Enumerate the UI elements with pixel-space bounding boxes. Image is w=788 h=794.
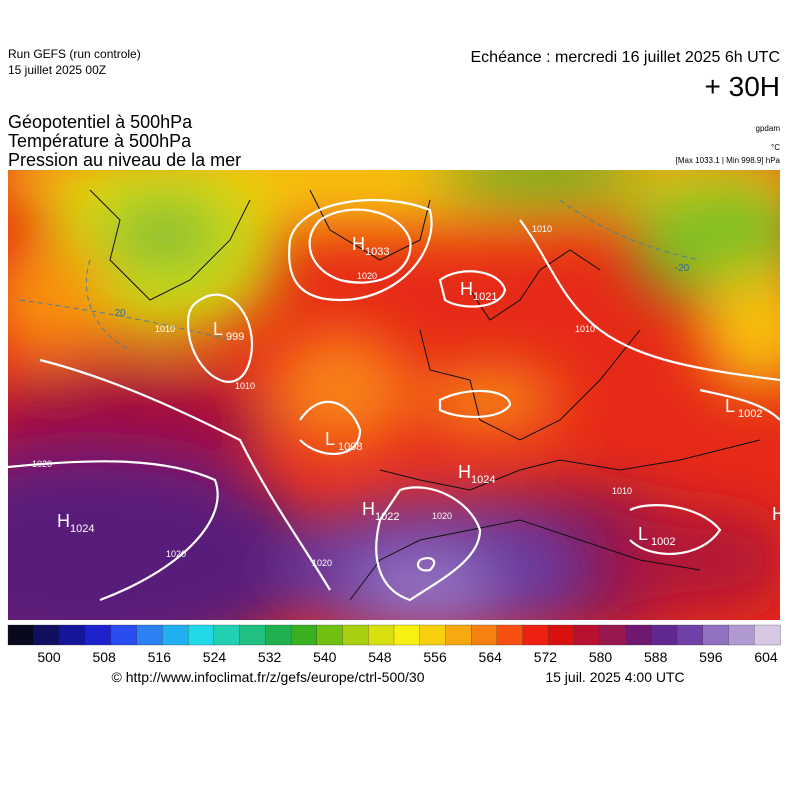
contour-label: 1010 (532, 224, 552, 234)
title-line: Pression au niveau de la mer (8, 150, 241, 170)
colorbar-swatch (548, 624, 575, 646)
colorbar-swatch (496, 624, 524, 646)
center-letter: L (638, 524, 648, 544)
colorbar-tick-label: 508 (92, 649, 116, 665)
center-value: 1002 (738, 408, 762, 420)
colorbar-swatch (599, 624, 627, 646)
center-letter: L (725, 396, 735, 416)
contour-label: 1020 (32, 459, 52, 469)
center-letter: H (458, 462, 471, 482)
unit-label: gpdam (756, 124, 781, 133)
max-min: [Max 1033.1 | Min 998.9] hPa (676, 156, 781, 165)
generated-time: 15 juil. 2025 4:00 UTC (545, 669, 684, 685)
center-value: 1008 (338, 441, 362, 453)
colorbar-swatch (702, 624, 730, 646)
colorbar-swatch (625, 624, 652, 646)
run-label: Run GEFS (run controle) (8, 47, 141, 61)
colorbar-tick-label: 556 (423, 649, 447, 665)
center-letter: H (772, 504, 785, 524)
colorbar-tick-label: 532 (258, 649, 282, 665)
colorbar-swatch (728, 624, 755, 646)
title-line: Température à 500hPa (8, 131, 192, 151)
colorbar-swatch (676, 624, 704, 646)
colorbar-tick-label: 596 (699, 649, 723, 665)
center-letter: H (362, 499, 375, 519)
contour-label: 1020 (166, 549, 186, 559)
contour-label: 1020 (312, 558, 332, 568)
contour-label: 1020 (432, 511, 452, 521)
colorbar-swatch (368, 624, 395, 646)
colorbar-tick-label: 516 (148, 649, 172, 665)
center-letter: L (325, 429, 335, 449)
colorbar-swatch (342, 624, 369, 646)
colorbar-swatch (110, 624, 138, 646)
colorbar-tick-label: 524 (203, 649, 227, 665)
source-link: © http://www.infoclimat.fr/z/gefs/europe… (111, 669, 424, 685)
colorbar-tick-label: 572 (534, 649, 558, 665)
colorbar-swatch (573, 624, 601, 646)
colorbar-tick-label: 540 (313, 649, 337, 665)
center-letter: H (352, 234, 365, 254)
colorbar-swatch (213, 624, 241, 646)
colorbar-swatch (316, 624, 344, 646)
center-value: 1022 (375, 511, 399, 523)
contour-label: 20 (114, 308, 126, 319)
contour-label: 1010 (612, 486, 632, 496)
contour-label: 1010 (155, 324, 175, 334)
colorbar-tick-label: 604 (754, 649, 778, 665)
center-value: 1021 (473, 291, 497, 303)
center-letter: H (57, 511, 70, 531)
contour-label: 1020 (357, 271, 377, 281)
contour-label: -20 (675, 263, 690, 274)
colorbar-swatch (59, 624, 86, 646)
colorbar-swatch (85, 624, 112, 646)
center-value: 1024 (471, 474, 495, 486)
center-value: 1002 (651, 536, 675, 548)
colorbar-tick-label: 548 (368, 649, 392, 665)
colorbar-swatch (471, 624, 498, 646)
colorbar-swatch (187, 624, 215, 646)
center-letter: L (213, 319, 223, 339)
colorbar-swatch (265, 624, 292, 646)
colorbar-swatch (239, 624, 266, 646)
colorbar-swatch (136, 624, 164, 646)
colorbar-swatch (651, 624, 678, 646)
center-value: 1024 (70, 523, 94, 535)
lead-time: + 30H (705, 71, 781, 102)
colorbar-swatch (419, 624, 447, 646)
colorbar-swatch (393, 624, 421, 646)
colorbar-swatch (445, 624, 472, 646)
center-value: 1033 (365, 246, 389, 258)
center-value: 999 (226, 331, 244, 343)
colorbar: 500 508 516 524 532 540 548 556 564 572 580 588 596 6… (7, 624, 781, 665)
unit-label: °C (771, 143, 780, 152)
map (8, 170, 780, 620)
center-letter: H (460, 279, 473, 299)
contour-label: 1010 (575, 324, 595, 334)
contour-label: 1010 (235, 381, 255, 391)
colorbar-swatch (754, 624, 781, 646)
colorbar-swatch (7, 624, 35, 646)
colorbar-tick-label: 580 (589, 649, 613, 665)
colorbar-swatch (162, 624, 189, 646)
title-line: Géopotentiel à 500hPa (8, 112, 193, 132)
run-date: 15 juillet 2025 00Z (8, 63, 106, 77)
colorbar-swatch (33, 624, 61, 646)
colorbar-tick-label: 564 (479, 649, 503, 665)
colorbar-tick-label: 588 (644, 649, 668, 665)
colorbar-swatch (522, 624, 550, 646)
valid-time: Echéance : mercredi 16 juillet 2025 6h U… (471, 49, 781, 66)
colorbar-swatch (290, 624, 318, 646)
colorbar-tick-label: 500 (37, 649, 61, 665)
